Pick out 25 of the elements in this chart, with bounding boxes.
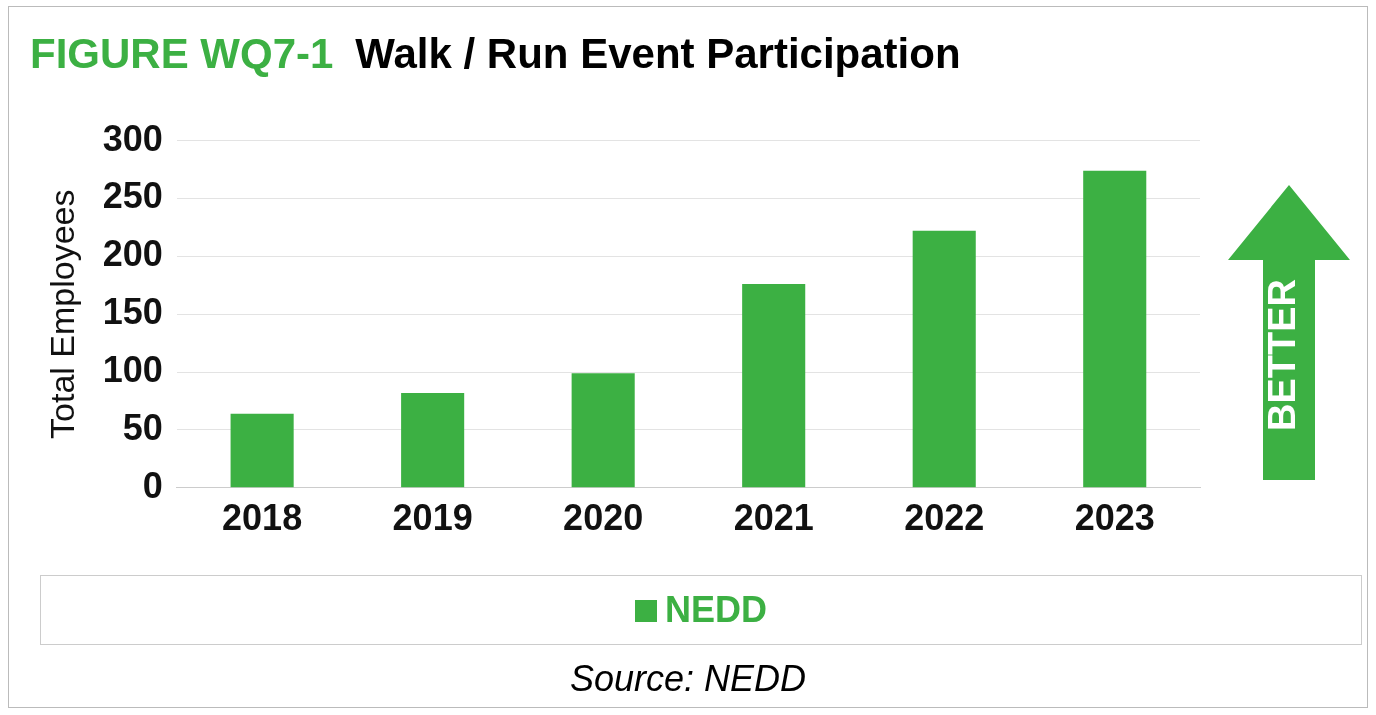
bar	[571, 373, 635, 488]
y-tick-label: 200	[102, 233, 163, 275]
x-tick-label: 2021	[733, 497, 814, 539]
source-note: Source: NEDD	[568, 658, 808, 700]
y-tick-label: 250	[102, 175, 163, 217]
y-tick-label: 300	[102, 117, 163, 159]
y-axis-title: Total Employees	[42, 189, 81, 439]
x-tick-label: 2023	[1074, 497, 1155, 539]
bar	[401, 392, 465, 488]
chart-subtitle: Walk / Run Event Participation	[355, 30, 961, 77]
bar	[1083, 170, 1147, 488]
bar	[912, 230, 976, 488]
bar	[742, 284, 806, 488]
y-tick-label: 150	[102, 291, 163, 333]
x-tick-label: 2022	[904, 497, 985, 539]
text: BETTER	[1260, 279, 1304, 431]
x-tick-label: 2020	[563, 497, 644, 539]
y-tick-label: 50	[122, 406, 163, 448]
y-tick-label: 100	[102, 348, 163, 390]
x-tick-label: 2018	[222, 497, 303, 539]
x-tick-label: 2019	[392, 497, 473, 539]
bar	[230, 413, 294, 488]
legend-label: NEDD	[664, 589, 767, 631]
y-tick-label: 0	[142, 464, 163, 506]
chart-title: FIGURE WQ7-1	[30, 30, 334, 77]
